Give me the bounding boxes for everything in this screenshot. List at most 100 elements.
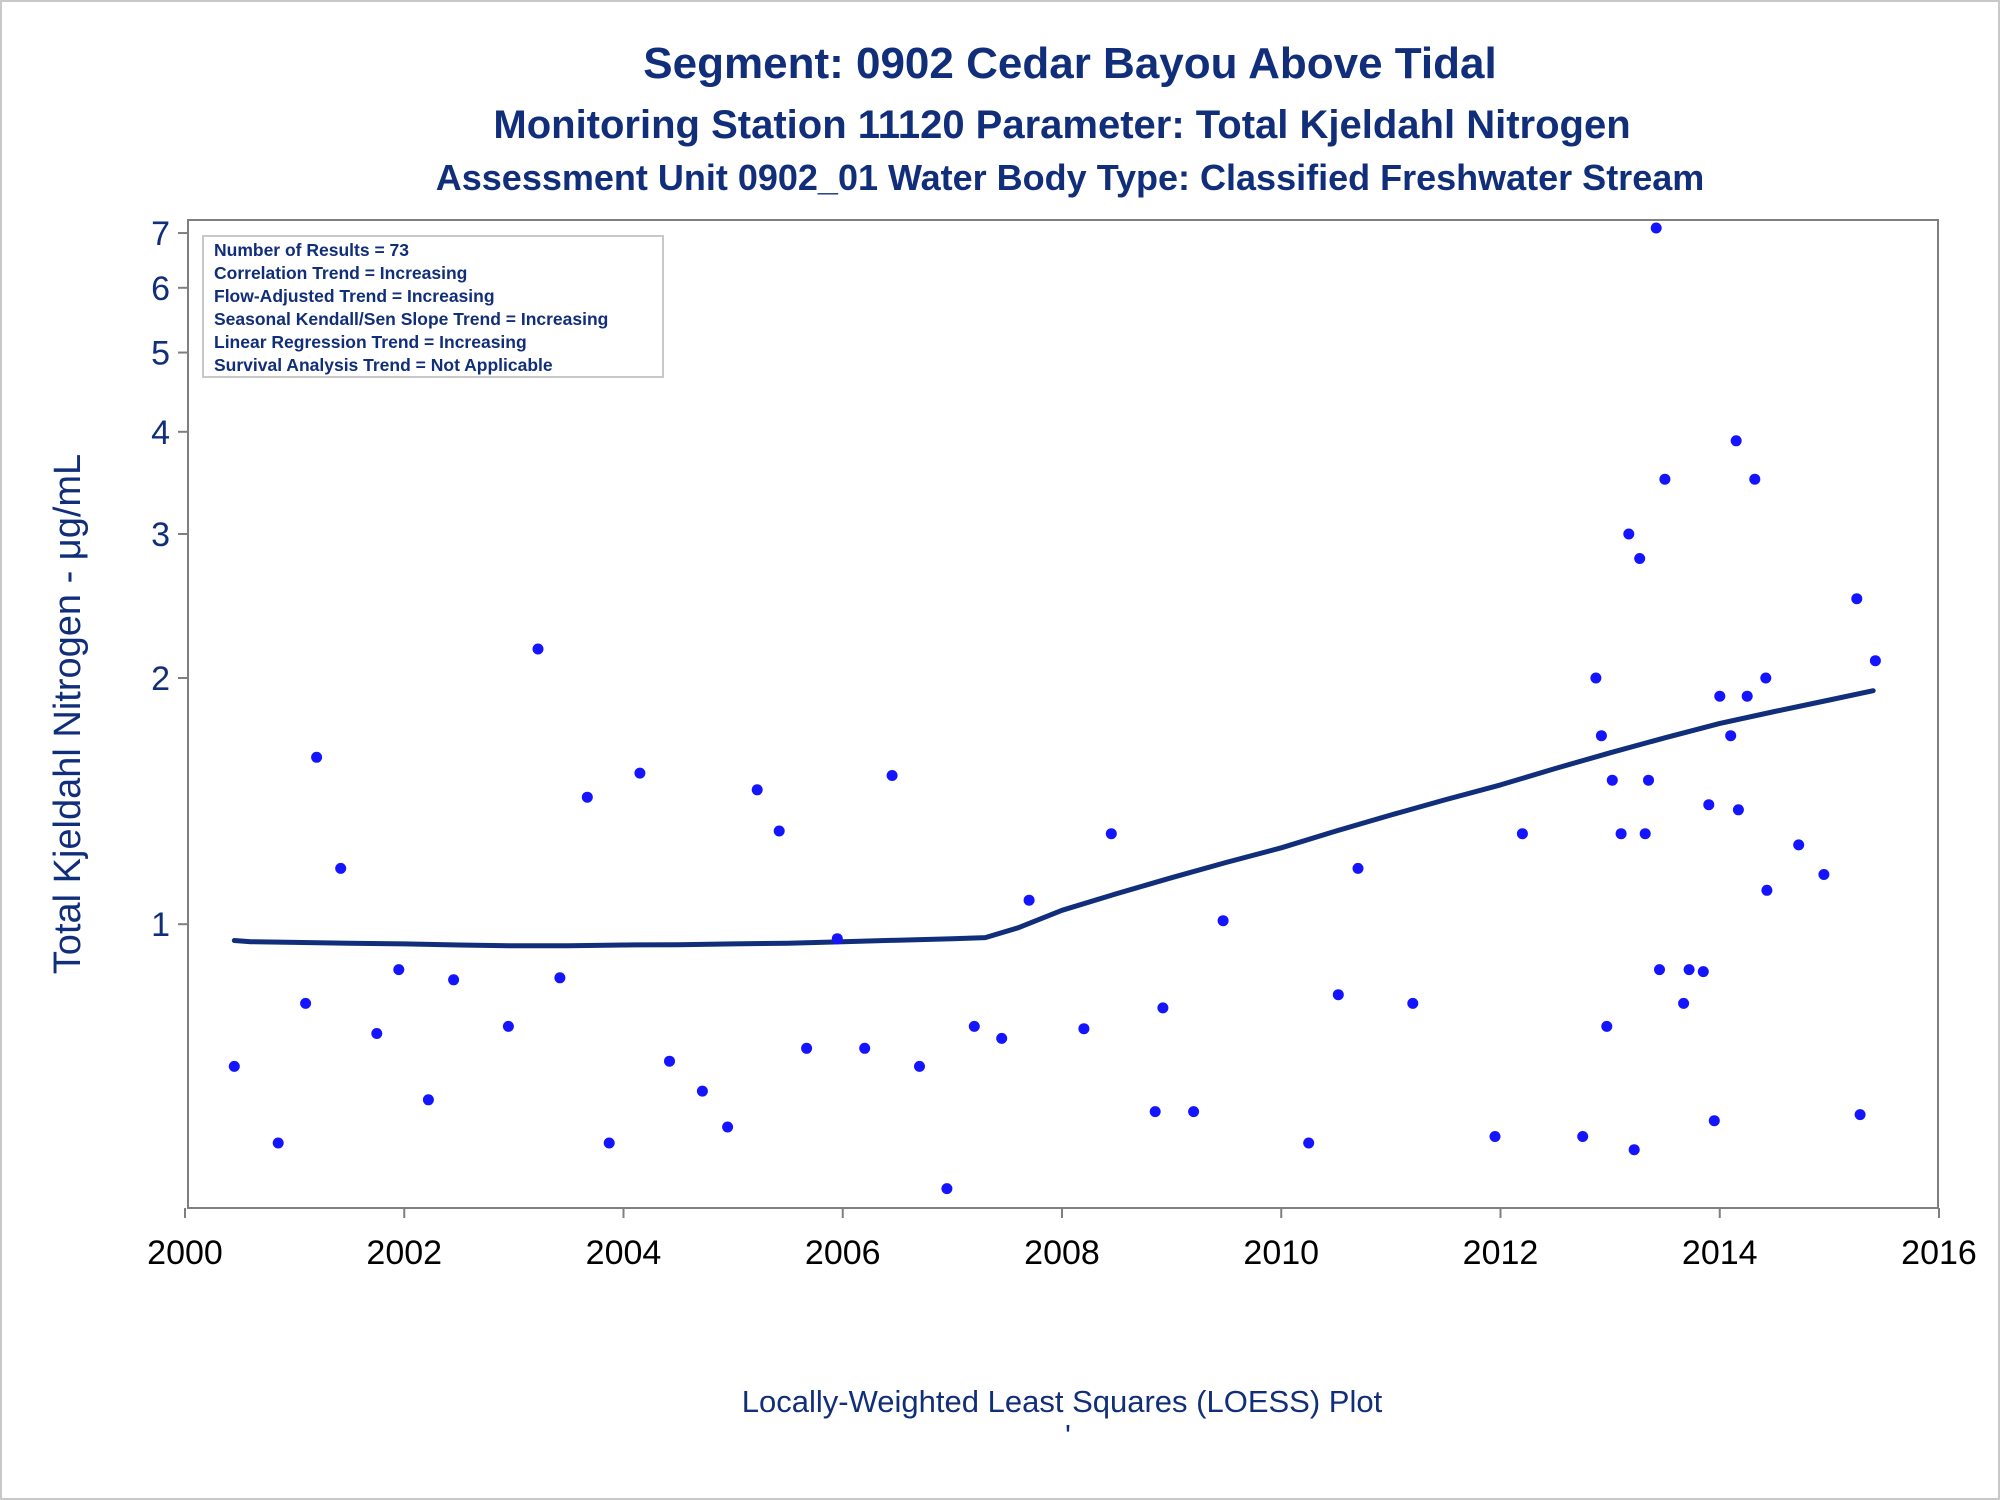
data-point [1708,1115,1720,1127]
data-point [1714,690,1726,702]
data-point [300,997,312,1009]
data-point [335,862,347,874]
data-point [393,964,405,976]
data-point [1489,1131,1501,1142]
data-point [1332,989,1344,1001]
data-point [1628,1144,1640,1156]
inset-line-seasonal-kendall: Seasonal Kendall/Sen Slope Trend = Incre… [214,309,608,329]
data-point [1851,593,1863,605]
data-point [1516,828,1528,840]
data-point [1725,730,1737,742]
data-point [1352,862,1364,874]
y-tick-label: 3 [151,516,170,554]
statistics-inset: Number of Results = 73 Correlation Trend… [202,235,664,378]
data-point [1697,966,1709,978]
data-point [831,933,843,945]
data-point [914,1060,925,1072]
data-point [1078,1023,1090,1035]
data-point [1854,1109,1866,1121]
data-point [228,1060,240,1072]
y-axis-label: Total Kjeldahl Nitrogen - μg/mL [47,454,89,974]
x-tick-label: 2012 [1463,1234,1539,1272]
data-point [1149,1106,1161,1118]
data-point [634,767,646,779]
data-point [1650,222,1662,234]
inset-line-linear-regression: Linear Regression Trend = Increasing [214,332,527,352]
x-tick-label: 2004 [586,1234,662,1272]
y-axis: 1 2 3 4 5 6 7 [151,215,188,944]
chart-title: Segment: 0902 Cedar Bayou Above Tidal [643,39,1496,88]
data-point [1217,915,1229,927]
x-tick-label: 2010 [1243,1234,1319,1272]
data-point [1595,730,1607,742]
chart-titles: Segment: 0902 Cedar Bayou Above Tidal Mo… [436,39,1705,198]
data-point [1703,799,1715,811]
y-tick-label: 4 [151,414,170,452]
data-point [422,1094,434,1106]
data-point [1623,528,1635,540]
data-point [1606,774,1618,786]
data-point [1749,473,1761,485]
y-tick-label: 7 [151,215,170,253]
data-point [1577,1131,1589,1142]
y-tick-label: 2 [151,660,170,698]
data-point [1157,1002,1169,1014]
x-axis: 2000 2002 2004 2006 2008 2010 2012 2014 2016 [147,1208,1977,1272]
data-point [1730,435,1742,447]
data-point [1761,884,1773,896]
y-tick-label: 5 [151,335,170,373]
data-point [1741,690,1753,702]
data-point [272,1137,284,1149]
chart-subtitle-2: Assessment Unit 0902_01 Water Body Type:… [436,157,1705,198]
data-point [996,1032,1008,1044]
data-point [1188,1106,1200,1118]
data-point [1818,869,1830,880]
y-tick-label: 6 [151,270,170,308]
x-tick-label: 2016 [1901,1234,1977,1272]
data-point [1678,997,1690,1009]
data-point [1869,655,1881,667]
footnote: Locally-Weighted Least Squares (LOESS) P… [742,1384,1383,1419]
x-tick-label: 2002 [366,1234,442,1272]
points-layer [228,222,1881,1195]
plot-area [187,219,1939,1209]
data-point [1643,774,1654,786]
data-point [1023,894,1035,906]
x-tick-label: 2000 [147,1234,223,1272]
loess-line [231,688,1876,949]
data-point [1590,672,1602,684]
inset-line-flow-adjusted: Flow-Adjusted Trend = Increasing [214,286,495,306]
footnote-mark: ' [1065,1418,1071,1453]
data-point [696,1085,708,1097]
data-point [1683,964,1695,976]
data-point [1634,553,1646,564]
data-point [1793,839,1805,851]
inset-box [202,235,664,378]
data-point [1105,828,1117,840]
inset-line-correlation: Correlation Trend = Increasing [214,263,467,283]
data-point [603,1137,615,1149]
data-point [722,1121,734,1133]
data-point [773,825,785,837]
data-point [581,791,593,803]
x-tick-label: 2014 [1682,1234,1758,1272]
data-point [1654,964,1665,976]
data-point [554,972,566,984]
inset-line-survival: Survival Analysis Trend = Not Applicable [214,355,553,375]
data-point [801,1042,813,1054]
data-point [1639,828,1651,840]
data-point [1732,804,1744,816]
x-tick-label: 2006 [805,1234,881,1272]
x-tick-label: 2008 [1024,1234,1100,1272]
data-point [1615,828,1627,840]
inset-line-results: Number of Results = 73 [214,240,409,260]
data-point [968,1020,980,1032]
y-tick-label: 1 [151,906,170,944]
chart-subtitle: Monitoring Station 11120 Parameter: Tota… [493,103,1630,147]
data-point [1303,1137,1315,1149]
loess-layer [231,688,1876,949]
data-point [1601,1020,1613,1032]
data-point [532,643,544,655]
data-point [311,751,323,763]
